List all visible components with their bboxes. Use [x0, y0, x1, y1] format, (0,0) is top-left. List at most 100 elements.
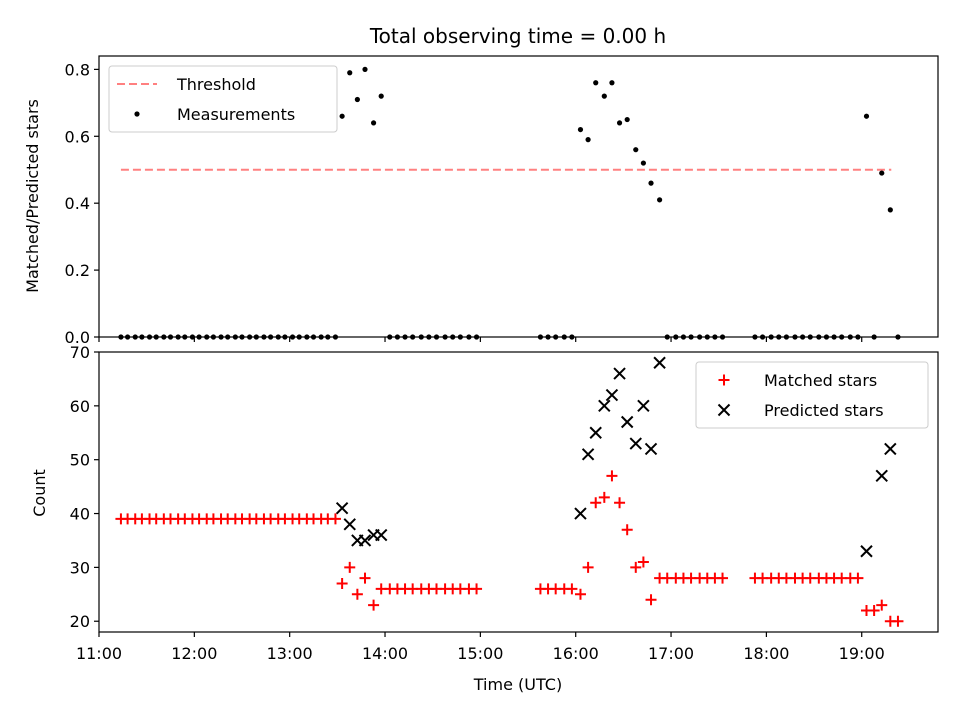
measurement-point — [354, 96, 360, 103]
measurement-point — [863, 113, 870, 119]
matched-star-point — [598, 491, 610, 503]
predicted-star-point — [629, 437, 642, 450]
predicted-star-point — [589, 426, 602, 439]
matched-star-point — [336, 578, 348, 590]
matched-star-point — [329, 513, 341, 525]
predicted-star-point — [375, 528, 388, 542]
measurement-point — [609, 80, 615, 86]
matched-star-point — [351, 588, 363, 600]
matched-star-point — [717, 572, 729, 584]
legend-label: Matched stars — [764, 371, 877, 390]
top-y-axis-label: Matched/Predicted stars — [23, 99, 42, 293]
matched-star-point — [590, 497, 602, 509]
y-tick-label: 40 — [70, 505, 90, 524]
x-tick-label: 13:00 — [267, 644, 313, 663]
matched-star-point — [566, 583, 578, 595]
x-tick-label: 11:00 — [76, 644, 122, 663]
legend-label: Measurements — [177, 105, 295, 124]
y-tick-label: 0.6 — [65, 127, 90, 146]
matched-star-point — [637, 556, 649, 568]
matched-star-point — [621, 524, 633, 536]
y-tick-label: 20 — [70, 612, 90, 631]
legend-box — [108, 65, 338, 133]
series-1 — [115, 470, 904, 627]
y-tick-label: 60 — [70, 397, 90, 416]
predicted-star-point — [598, 399, 611, 413]
y-tick-label: 70 — [70, 343, 90, 362]
top-plot: 0.0 0.2 0.4 0.6 0.8 Threshold Measurements — [65, 55, 939, 347]
predicted-star-point — [884, 442, 897, 456]
x-tick-label: 16:00 — [553, 644, 599, 663]
measurement-point — [362, 66, 368, 72]
matched-star-point — [471, 583, 483, 595]
predicted-star-point — [335, 501, 349, 515]
measurement-point — [648, 180, 654, 186]
predicted-star-point — [581, 448, 595, 461]
matched-star-point — [344, 561, 356, 573]
matched-star-point — [582, 561, 594, 573]
matched-star-point — [614, 497, 626, 509]
x-tick-label: 17:00 — [648, 644, 694, 663]
predicted-star-point — [620, 415, 634, 429]
measurement-point — [601, 93, 607, 99]
predicted-star-point — [653, 356, 666, 369]
matched-star-point — [574, 588, 586, 600]
bottom-y-axis-label: Count — [30, 469, 49, 517]
matched-star-point — [876, 599, 888, 611]
measurement-point — [640, 160, 646, 166]
measurement-point — [378, 93, 384, 99]
y-tick-label: 30 — [70, 558, 90, 577]
measurement-point — [657, 197, 663, 203]
measurement-point — [339, 113, 345, 119]
matched-star-point — [359, 572, 371, 584]
y-tick-label: 0.2 — [65, 261, 90, 280]
measurement-point — [624, 116, 630, 123]
matched-star-point — [892, 615, 904, 627]
bottom-plot: 20 30 40 50 60 70 11:00 12:00 13:00 14:00 15:00 16:… — [70, 343, 939, 663]
x-tick-label: 18:00 — [743, 644, 789, 663]
matched-star-point — [368, 599, 380, 611]
predicted-star-point — [605, 388, 619, 402]
predicted-star-point — [574, 507, 587, 520]
measurement-point — [879, 170, 885, 176]
measurement-point — [370, 120, 377, 126]
x-tick-label: 15:00 — [457, 644, 503, 663]
legend-label: Predicted stars — [764, 401, 884, 420]
predicted-star-point — [613, 367, 626, 380]
legend-box — [695, 361, 929, 429]
predicted-star-point — [358, 534, 372, 547]
x-tick-label: 14:00 — [362, 644, 408, 663]
series-2 — [335, 356, 897, 558]
matched-star-point — [868, 604, 880, 616]
y-tick-label: 0.4 — [65, 194, 90, 213]
legend-label: Threshold — [176, 75, 256, 94]
plot-frame — [98, 351, 939, 633]
measurement-point — [347, 70, 353, 76]
legend-swatch — [717, 403, 731, 417]
x-axis-label: Time (UTC) — [473, 675, 562, 694]
chart-title: Total observing time = 0.00 h — [369, 24, 666, 48]
x-tick-label: 12:00 — [171, 644, 217, 663]
y-tick-label: 50 — [70, 451, 90, 470]
measurement-point — [633, 147, 639, 153]
measurement-point — [616, 120, 623, 126]
predicted-star-point — [343, 518, 356, 531]
measurement-point — [577, 126, 584, 133]
predicted-star-point — [644, 442, 658, 456]
x-tick-label: 19:00 — [839, 644, 885, 663]
predicted-star-point — [860, 545, 873, 558]
measurement-point — [593, 80, 599, 86]
predicted-star-point — [637, 399, 650, 413]
measurement-point — [585, 137, 591, 143]
matched-star-point — [645, 594, 657, 606]
predicted-star-point — [875, 469, 888, 483]
measurement-point — [887, 207, 893, 213]
matched-star-point — [630, 561, 642, 573]
y-tick-label: 0.0 — [65, 328, 90, 347]
matched-star-point — [606, 470, 618, 482]
legend-swatch — [134, 111, 140, 117]
matched-star-point — [852, 572, 864, 584]
plot-frame — [98, 55, 939, 338]
legend-swatch — [718, 374, 730, 386]
